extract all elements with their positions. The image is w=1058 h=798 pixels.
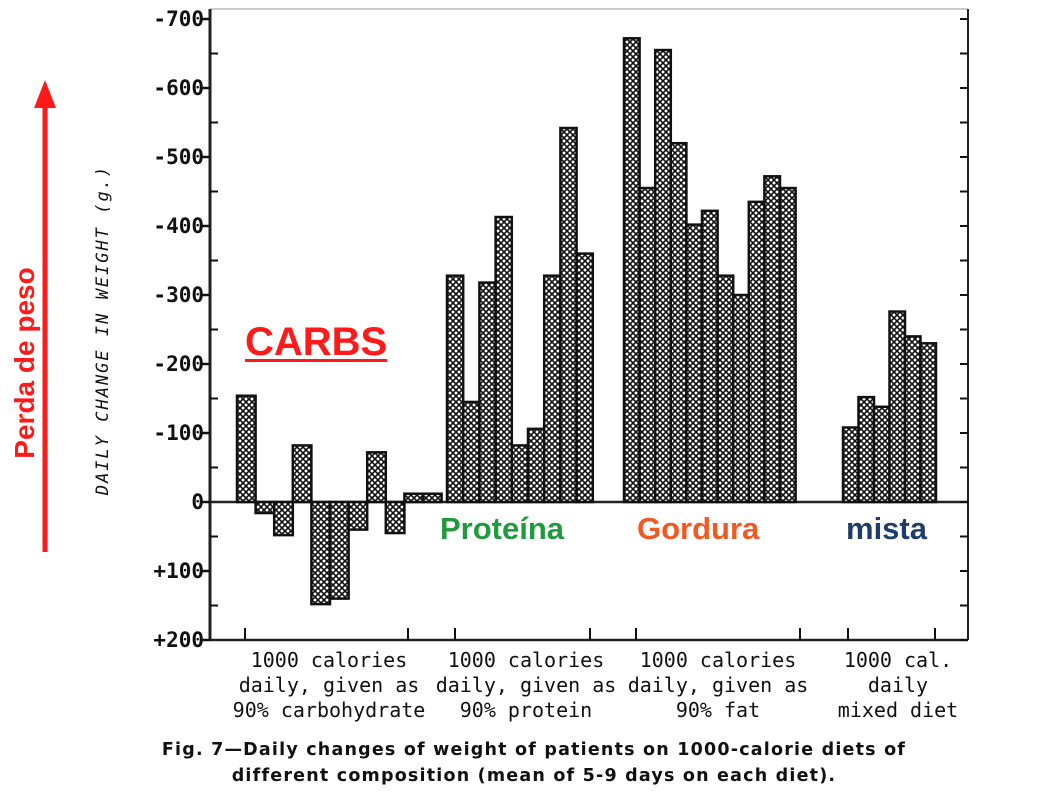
fat-label: Gordura [637,511,760,546]
group-label-mixed: 1000 cal. [844,648,952,672]
bar-fat-4 [669,141,688,504]
bar-protein-8 [559,126,578,504]
y-axis-ticks: -700 -600 -500 -400 -300 -200 -100 0 +100 +200 [153,7,210,652]
y-tick-label: -600 [153,76,204,100]
y-tick-label: -700 [153,7,204,31]
group-label-carbohydrate: daily, given as [239,673,420,697]
bar-mixed-2 [857,395,876,504]
bar-mixed-5 [903,335,922,504]
bar-carbohydrate-9 [384,500,406,535]
group-label-protein: 1000 calories [448,648,605,672]
group-label-mixed: daily [868,673,928,697]
bar-protein-2 [461,400,481,504]
bar-protein-4 [494,215,514,504]
bar-fat-6 [700,209,719,504]
bar-mixed-1 [841,426,860,504]
bar-carbohydrate-10 [403,492,425,504]
bar-carbohydrate-6 [328,500,350,600]
weight-loss-arrow-head [34,80,56,108]
group-label-carbohydrate: 1000 calories [251,648,408,672]
y-tick-label: +100 [153,559,204,583]
bar-protein-3 [478,281,497,504]
weight-loss-label: Perda de peso [8,250,42,475]
bar-carbohydrate-1 [235,394,257,504]
y-tick-label: -400 [153,214,204,238]
bar-protein-6 [526,427,546,504]
bar-fat-3 [653,48,673,504]
bar-fat-8 [731,293,751,504]
group-label-fat: 90% fat [676,698,760,722]
carbs-label: CARBS [245,320,388,364]
y-axis-label: DAILY CHANGE IN WEIGHT (g.) [93,165,113,496]
bar-fat-1 [622,37,641,504]
bar-carbohydrate-8 [365,451,388,504]
bar-fat-9 [747,200,766,504]
group-label-protein: daily, given as [436,673,617,697]
caption-line-1: Fig. 7—Daily changes of weight of patien… [161,740,907,760]
protein-label: Proteína [440,511,565,546]
bar-fat-7 [716,274,735,504]
right-axis-ticks [960,18,968,641]
group-label-carbohydrate: 90% carbohydrate [233,698,426,722]
bar-protein-5 [510,444,530,504]
bar-fat-2 [638,186,657,504]
group-label-mixed: mixed diet [838,698,958,722]
bar-fat-11 [778,186,797,504]
bar-carbohydrate-3 [272,500,295,537]
mixed-label: mista [846,511,927,546]
bars [235,37,938,606]
weight-loss-label-text: Perda de peso [9,266,40,459]
y-axis-minor-ticks [210,52,218,607]
y-tick-label: -200 [153,352,204,376]
bar-carbohydrate-5 [310,500,332,606]
figure-caption: Fig. 7—Daily changes of weight of patien… [78,737,990,789]
bar-protein-7 [542,274,562,504]
group-label-fat: 1000 calories [640,648,797,672]
bar-carbohydrate-11 [421,492,443,504]
y-tick-label: -500 [153,145,204,169]
bar-carbohydrate-7 [347,500,369,531]
group-label-fat: daily, given as [628,673,809,697]
bar-mixed-4 [888,310,907,504]
bar-protein-9 [575,252,595,504]
y-tick-label: -100 [153,421,204,445]
y-tick-label: 0 [191,490,204,514]
bar-carbohydrate-2 [254,500,276,515]
bar-mixed-3 [872,405,891,504]
bar-fat-5 [685,223,704,504]
y-tick-label: +200 [153,628,204,652]
bar-carbohydrate-4 [291,444,313,504]
caption-line-2: different composition (mean of 5-9 days … [231,766,837,786]
bar-protein-1 [445,274,465,504]
group-label-protein: 90% protein [460,698,592,722]
y-tick-label: -300 [153,283,204,307]
bar-fat-10 [763,175,782,504]
x-axis-ticks [244,628,936,640]
bar-mixed-6 [919,342,938,504]
